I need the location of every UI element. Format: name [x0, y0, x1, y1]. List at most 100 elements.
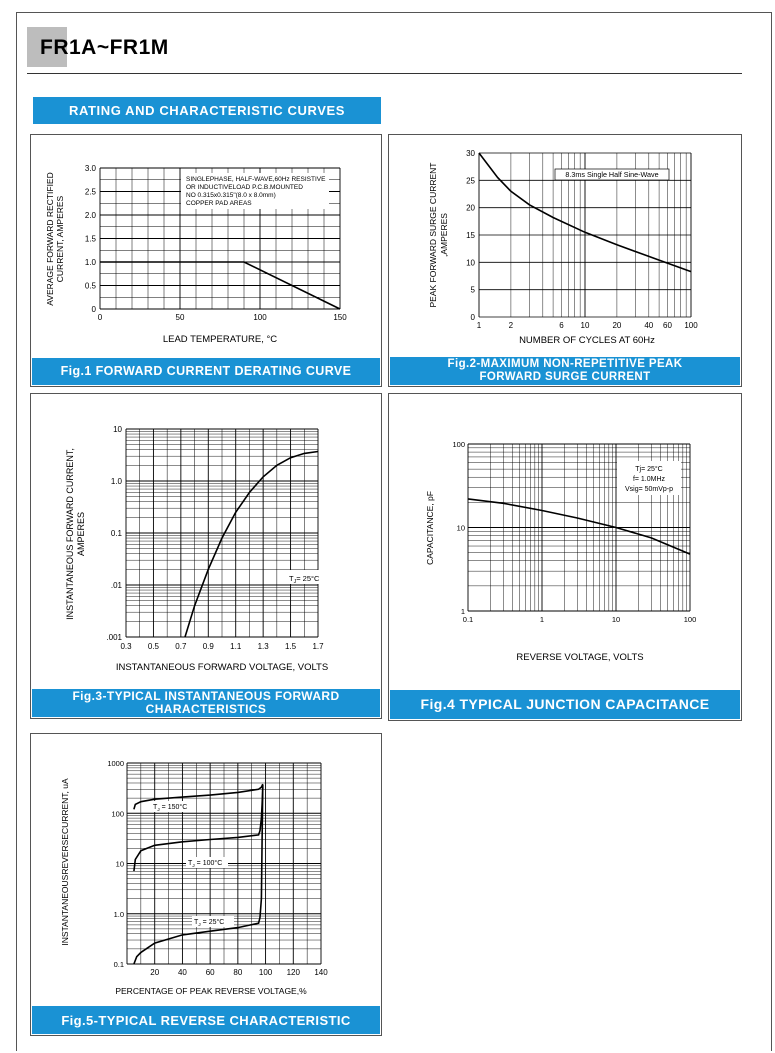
title-block: [27, 27, 67, 67]
fig4-panel: 0.1 1 10 100 1 10 100 Tj= 25°C f= 1.0MHz Vsig= 50…: [388, 393, 742, 721]
annotation: 8.3ms Single Half Sine-Wave: [565, 170, 658, 179]
x-tick-label: 100: [259, 968, 273, 977]
series-label-bg: [192, 916, 234, 927]
y-tick-label: 0: [471, 313, 476, 322]
y-tick-label: 0.1: [114, 960, 124, 969]
y-axis-label: AMPERES: [76, 512, 86, 556]
x-tick-label: 100: [684, 615, 697, 624]
annotation-bg: [181, 173, 329, 209]
annotation-line: OR INDUCTIVELOAD P.C.B.MOUNTED: [186, 184, 303, 191]
section-heading: RATING AND CHARACTERISTIC CURVES: [33, 97, 381, 124]
fig3-chart: 0.3 0.5 0.7 0.9 1.1 1.3 1.5 1.7 .001 .01 0.1 1.0 10 T…: [65, 425, 328, 673]
fig5-panel: 20 40 60 80 100 120 140 0.1 1.0 10 100 1000 TJ = 150…: [30, 733, 382, 1036]
x-tick-label: 60: [206, 968, 215, 977]
surge-curve: [478, 152, 692, 273]
x-tick-label: 1: [540, 615, 544, 624]
annotation-line: COPPER PAD AREAS: [186, 200, 252, 207]
x-tick-label: 40: [178, 968, 187, 977]
x-tick-label: 140: [314, 968, 328, 977]
x-tick-label: 20: [150, 968, 159, 977]
x-tick-label: 10: [612, 615, 620, 624]
fig3-caption: Fig.3-TYPICAL INSTANTANEOUS FORWARD CHAR…: [32, 689, 380, 717]
y-tick-label: 20: [466, 204, 475, 213]
reverse-curve: [133, 783, 264, 810]
annotation-bg: [617, 461, 681, 495]
fig1-caption: Fig.1 FORWARD CURRENT DERATING CURVE: [32, 358, 380, 385]
series-label: TJ = 150°C: [153, 803, 187, 813]
page-frame: [16, 12, 772, 1051]
reverse-curve: [133, 787, 264, 872]
x-tick-label: 6: [559, 321, 564, 330]
x-tick-label: 100: [684, 321, 698, 330]
y-tick-label: 10: [116, 860, 124, 869]
fig1-panel: 0 50 100 150 0 0.5 1.0 1.5 2.0 2.5 3.0 SINGLEPHASE,…: [30, 134, 382, 387]
x-tick-label: 0.5: [148, 642, 160, 651]
annotation-line: Vsig= 50mVp-p: [625, 486, 673, 493]
x-axis-label: LEAD TEMPERATURE, °C: [163, 334, 277, 345]
y-tick-label: 10: [113, 425, 122, 434]
y-axis-label: CAPACITANCE, pF: [425, 491, 435, 565]
x-tick-label: 10: [581, 321, 590, 330]
series-label-bg: [186, 857, 228, 868]
y-tick-label: 1.5: [85, 235, 97, 244]
y-axis-label: PEAK FORWARD SURGE CURRENT: [428, 163, 438, 308]
reverse-curve: [133, 784, 264, 965]
x-tick-label: 1.1: [230, 642, 242, 651]
y-axis-label: AVERAGE FORWARD RECTIFIED: [45, 172, 55, 306]
fig3-panel: 0.3 0.5 0.7 0.9 1.1 1.3 1.5 1.7 .001 .01 0.1 1.0 10 T…: [30, 393, 382, 719]
y-tick-label: 100: [452, 440, 465, 449]
x-tick-label: 120: [287, 968, 301, 977]
x-axis-label: INSTANTANEOUS FORWARD VOLTAGE, VOLTS: [116, 662, 328, 673]
y-tick-label: 30: [466, 149, 475, 158]
y-tick-label: 1.0: [111, 477, 123, 486]
x-tick-label: 20: [612, 321, 621, 330]
x-axis-label: PERCENTAGE OF PEAK REVERSE VOLTAGE,%: [115, 986, 307, 996]
annotation: TJ= 25°C: [289, 574, 320, 585]
y-tick-label: 0.5: [85, 282, 97, 291]
fig2-panel: 8.3ms Single Half Sine-Wave 1 2 6 10 20 40 60 10…: [388, 134, 742, 387]
series-label: TJ = 25°C: [194, 918, 224, 928]
y-tick-label: 3.0: [85, 164, 97, 173]
x-tick-label: 1: [477, 321, 482, 330]
title-rule: [27, 73, 742, 74]
forward-curve: [184, 450, 319, 638]
y-tick-label: 1.0: [114, 910, 124, 919]
x-tick-label: 1.7: [312, 642, 324, 651]
x-tick-label: 0.3: [120, 642, 132, 651]
x-tick-label: 40: [644, 321, 653, 330]
fig4-caption: Fig.4 TYPICAL JUNCTION CAPACITANCE: [390, 690, 740, 719]
y-tick-label: 0.1: [111, 529, 123, 538]
y-tick-label: 100: [111, 809, 124, 818]
x-tick-label: 0.9: [203, 642, 215, 651]
x-tick-label: 100: [253, 313, 267, 322]
annotation-line: Tj= 25°C: [635, 465, 663, 473]
y-tick-label: 1000: [107, 759, 124, 768]
fig5-chart: 20 40 60 80 100 120 140 0.1 1.0 10 100 1000 TJ = 150…: [60, 759, 328, 996]
y-tick-label: 1: [461, 607, 465, 616]
y-tick-label: 10: [466, 258, 475, 267]
annotation-box: [554, 168, 670, 181]
series-label-bg: [151, 801, 193, 812]
fig5-caption: Fig.5-TYPICAL REVERSE CHARACTERISTIC: [32, 1006, 380, 1034]
x-axis-label: NUMBER OF CYCLES AT 60Hz: [519, 335, 655, 346]
y-axis-label: ,AMPERES: [439, 213, 449, 257]
y-axis-label: INSTANTANEOUSREVERSECURRENT, uA: [60, 778, 70, 946]
y-tick-label: 25: [466, 176, 475, 185]
capacitance-curve: [467, 498, 691, 555]
part-title: FR1A~FR1M: [40, 36, 169, 59]
x-tick-label: 80: [233, 968, 242, 977]
x-tick-label: 0.1: [463, 615, 473, 624]
fig1-chart: 0 50 100 150 0 0.5 1.0 1.5 2.0 2.5 3.0 SINGLEPHASE,…: [45, 164, 347, 345]
y-tick-label: 1.0: [85, 258, 97, 267]
y-axis-label: INSTANTANEOUS FORWARD CURRENT,: [65, 448, 75, 620]
y-tick-label: 2.5: [85, 188, 97, 197]
annotation-line: NO 0.315x0.315"(8.0 x 8.0mm): [186, 192, 276, 199]
x-tick-label: 150: [333, 313, 347, 322]
y-tick-label: .001: [106, 633, 122, 642]
y-tick-label: .01: [111, 581, 123, 590]
x-tick-label: 0: [98, 313, 103, 322]
x-tick-label: 1.3: [258, 642, 270, 651]
fig2-caption: Fig.2-MAXIMUM NON-REPETITIVE PEAK FORWAR…: [390, 357, 740, 385]
y-tick-label: 15: [466, 231, 475, 240]
